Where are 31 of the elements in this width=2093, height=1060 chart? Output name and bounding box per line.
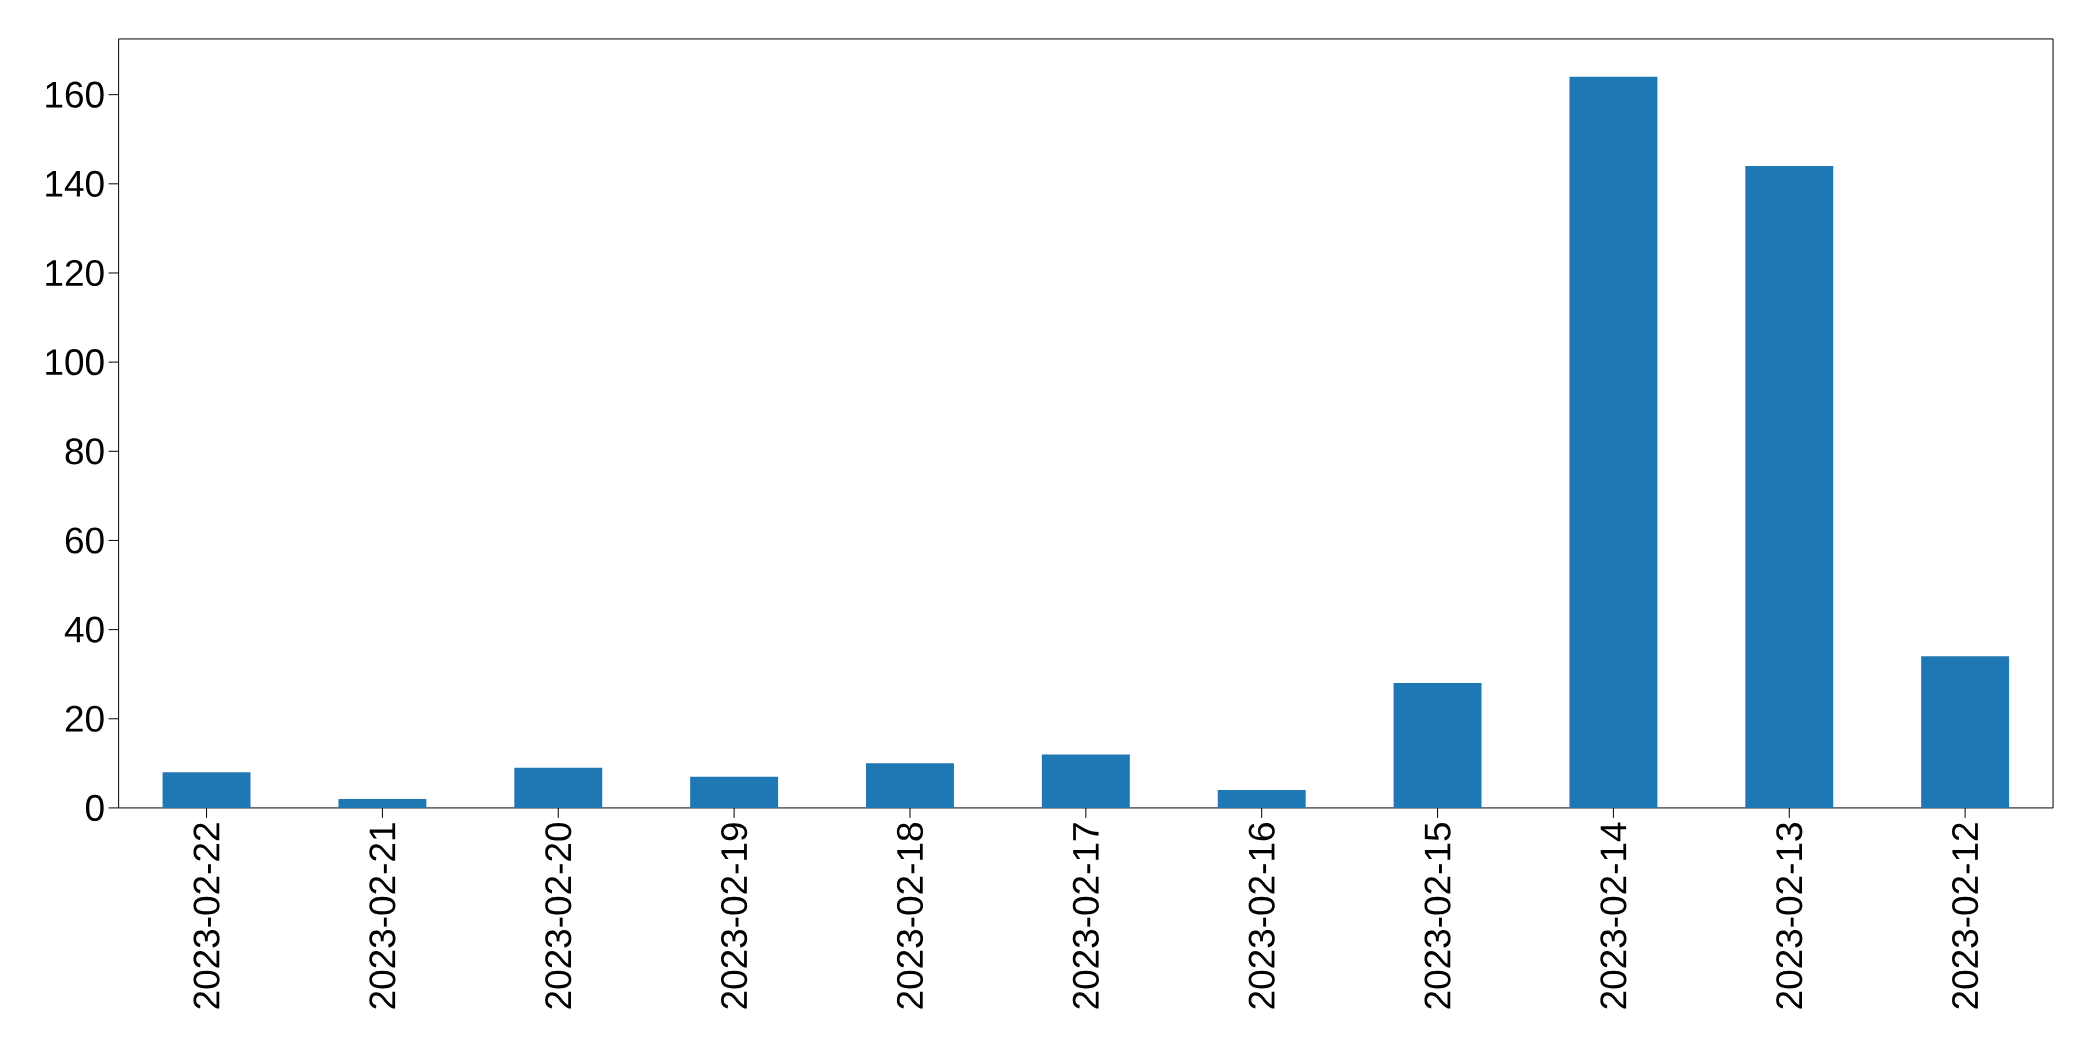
y-tick-label: 120 [46,260,104,287]
x-tick-label: 2023-02-16 [1248,823,1275,1009]
bar [1393,683,1482,809]
y-tick-label: 0 [86,795,104,822]
x-tick-label: 2023-02-20 [545,823,572,1009]
x-tick-label: 2023-02-22 [193,823,220,1009]
bar [514,768,603,809]
bar [338,799,427,809]
y-tick-label: 60 [65,527,104,554]
bar [162,772,251,809]
x-tick-label: 2023-02-14 [1600,822,1627,1009]
bar [1921,656,2010,809]
x-tick-label: 2023-02-21 [369,823,396,1009]
bar [1569,77,1658,809]
y-tick-label: 140 [46,170,104,198]
bar [1745,166,1834,809]
y-tick-label: 20 [65,705,104,733]
y-tick-label: 80 [65,438,104,465]
x-tick-label: 2023-02-19 [721,823,748,1009]
x-tick-label: 2023-02-15 [1424,823,1451,1009]
x-tick-label: 2023-02-17 [1072,823,1099,1009]
y-tick-label: 160 [46,81,104,108]
x-tick-label: 2023-02-13 [1776,823,1803,1009]
bar [690,776,779,809]
bar [1041,754,1130,809]
y-tick-label: 100 [46,349,104,376]
bar [1217,790,1306,809]
x-tick-label: 2023-02-12 [1952,823,1979,1009]
bar [866,763,954,809]
y-tick-label: 40 [64,616,104,643]
x-tick-label: 2023-02-18 [896,823,924,1009]
